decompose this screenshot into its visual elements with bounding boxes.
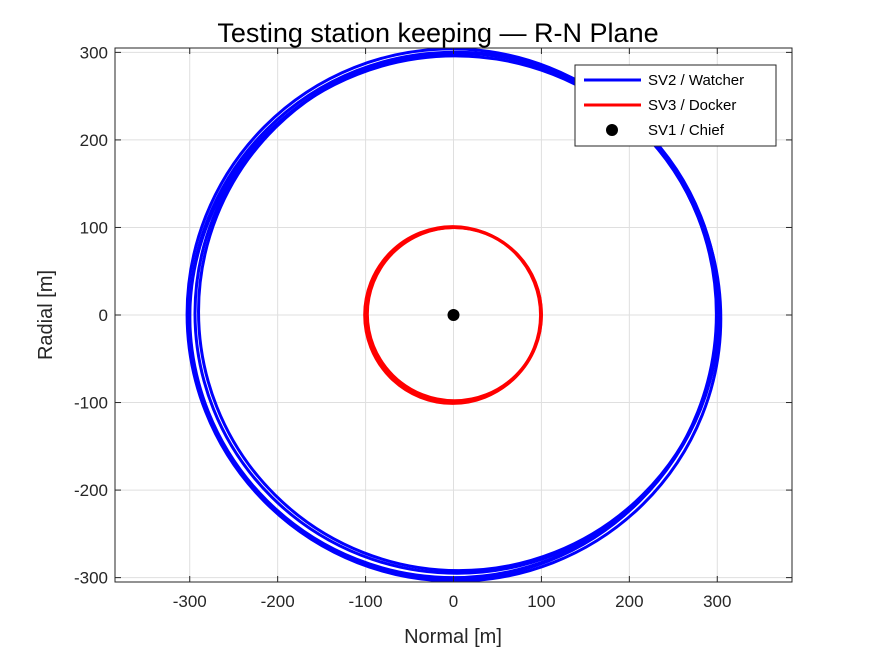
x-axis-label: Normal [m] (404, 626, 502, 648)
y-axis-label: Radial [m] (35, 270, 57, 360)
x-tick-label: -300 (173, 592, 207, 611)
legend-label: SV3 / Docker (648, 97, 736, 114)
legend-label: SV1 / Chief (648, 122, 725, 139)
series-0 (185, 48, 723, 582)
x-tick-label: 0 (449, 592, 458, 611)
y-tick-label: 300 (80, 43, 108, 62)
data-point (447, 309, 460, 321)
plot-data (185, 48, 723, 582)
x-tick-label: 100 (527, 592, 555, 611)
x-tick-label: -100 (349, 592, 383, 611)
series-path (188, 54, 723, 582)
y-tick-label: -100 (74, 394, 108, 413)
y-tick-labels: -300 -200 -100 0 100 200 300 (74, 43, 792, 588)
y-tick-label: -200 (74, 481, 108, 500)
y-tick-label: -300 (74, 569, 108, 588)
legend-marker (606, 124, 618, 136)
series-path (363, 225, 543, 405)
chart-title: Testing station keeping — R-N Plane (217, 18, 658, 48)
series-1 (363, 225, 543, 405)
legend: SV2 / Watcher SV3 / Docker SV1 / Chief (574, 64, 777, 147)
x-tick-labels: -300 -200 -100 0 100 200 300 (173, 48, 731, 611)
y-tick-label: 200 (80, 131, 108, 150)
series-2 (447, 309, 460, 321)
y-tick-label: 0 (99, 306, 108, 325)
series-path (185, 48, 718, 581)
series-path (197, 50, 721, 573)
y-tick-label: 100 (80, 218, 108, 237)
x-tick-label: -200 (261, 592, 295, 611)
x-tick-label: 200 (615, 592, 643, 611)
legend-label: SV2 / Watcher (648, 72, 744, 89)
x-tick-label: 300 (703, 592, 731, 611)
